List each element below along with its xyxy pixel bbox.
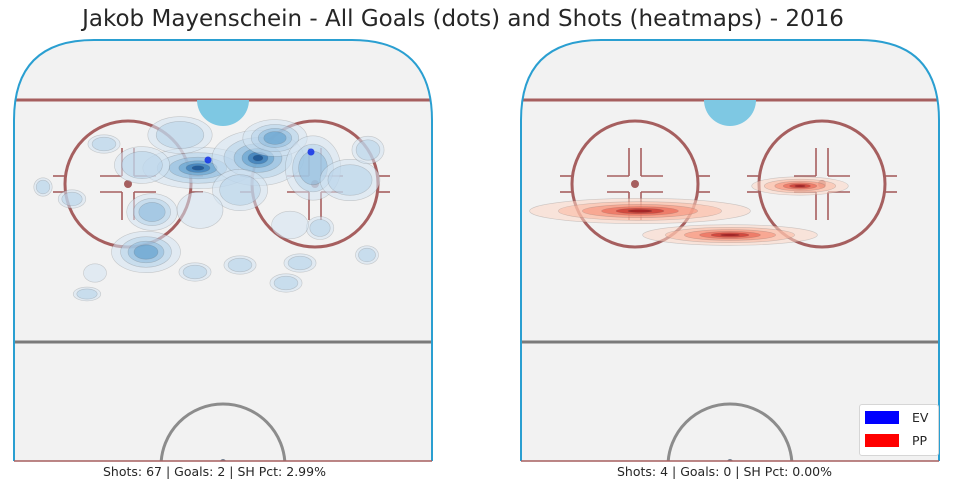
legend-label-pp: PP	[912, 432, 928, 448]
chart-title: Jakob Mayenschein - All Goals (dots) and…	[82, 6, 844, 32]
density-contour	[155, 121, 205, 149]
density-contour	[138, 202, 166, 222]
faceoff-circle	[570, 119, 700, 249]
density-contour	[355, 139, 381, 161]
legend-item-ev: EV	[865, 409, 929, 425]
goal-dot	[204, 156, 212, 164]
legend-item-pp: PP	[865, 432, 928, 448]
rink-boards	[13, 39, 433, 461]
density-contour	[358, 247, 376, 263]
density-contour	[176, 191, 224, 229]
density-contour	[191, 165, 205, 171]
density-contour	[91, 136, 117, 152]
density-contour	[61, 191, 83, 207]
goal-crease	[197, 100, 249, 126]
density-contour	[263, 131, 287, 145]
density-contour	[227, 257, 253, 273]
legend-swatch-pp	[865, 433, 899, 447]
legend-swatch-ev	[865, 410, 899, 424]
density-contour	[273, 275, 299, 291]
density-contour	[76, 288, 98, 300]
shot-heatmap	[33, 116, 385, 302]
density-contour	[309, 219, 331, 237]
caption-left-stats: Shots: 67 | Goals: 2 | SH Pct: 2.99%	[103, 464, 326, 479]
faceoff-dot	[124, 180, 132, 188]
density-contour	[83, 263, 107, 283]
density-contour	[121, 151, 163, 179]
faceoff-dot	[631, 180, 639, 188]
density-contour	[252, 154, 264, 162]
density-contour	[327, 164, 373, 196]
legend-label-ev: EV	[912, 409, 929, 425]
density-contour	[720, 233, 740, 237]
density-contour	[219, 174, 261, 206]
rink-right	[520, 39, 940, 462]
caption-right-stats: Shots: 4 | Goals: 0 | SH Pct: 0.00%	[617, 464, 833, 479]
density-contour	[287, 255, 313, 271]
density-contour	[627, 209, 653, 213]
rink-left	[13, 39, 433, 462]
density-contour	[35, 179, 51, 195]
density-contour	[182, 264, 208, 280]
center-circle	[159, 402, 287, 461]
legend: EV PP	[859, 404, 939, 456]
density-contour	[271, 210, 309, 240]
shot-heatmap	[529, 176, 849, 246]
goal-dot	[307, 148, 315, 156]
center-circle	[666, 402, 794, 461]
goal-crease	[704, 100, 756, 126]
density-contour	[794, 184, 806, 188]
rink-surface	[521, 40, 939, 461]
rink-boards	[520, 39, 940, 461]
density-contour	[133, 244, 159, 260]
